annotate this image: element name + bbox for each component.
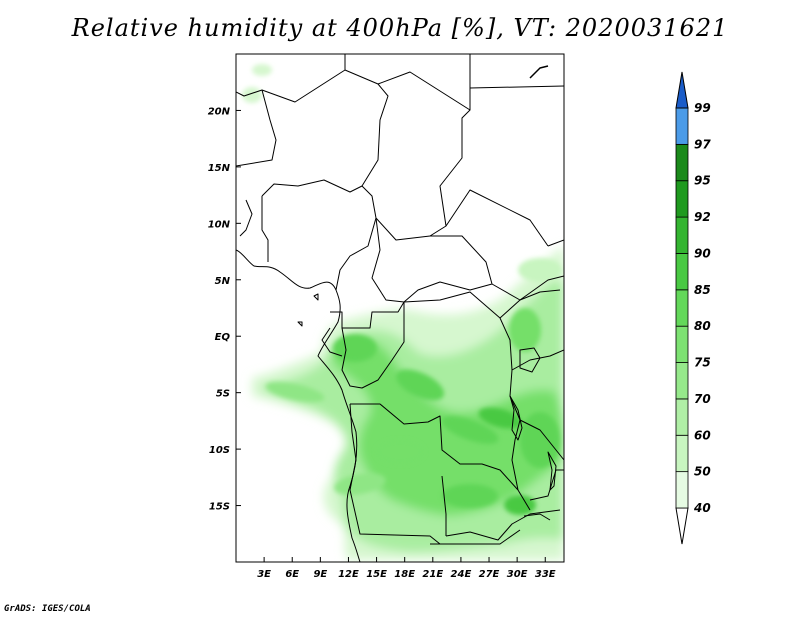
y-tick-label-3: 5N xyxy=(215,276,231,287)
latitude-axis: 20N 15N 10N 5N EQ 5S 10S 15S xyxy=(208,106,241,513)
colorbar-segment-5 xyxy=(675,289,689,327)
y-tick-label-0: 20N xyxy=(208,106,231,117)
x-tick-label-9: 30E xyxy=(507,569,528,580)
colorbar-segment-7 xyxy=(675,216,689,254)
x-tick-label-5: 18E xyxy=(394,569,415,580)
colorbar-below-arrow xyxy=(675,507,689,545)
x-tick-label-8: 27E xyxy=(479,569,500,580)
x-tick-label-4: 15E xyxy=(366,569,387,580)
x-tick-label-0: 3E xyxy=(257,569,271,580)
colorbar-segment-10 xyxy=(675,107,689,145)
colorbar-label-1: 50 xyxy=(694,465,711,479)
colorbar-label-10: 97 xyxy=(694,137,711,151)
colorbar-segment-8 xyxy=(675,180,689,218)
longitude-axis: 3E 6E 9E 12E 15E 18E 21E 24E 27E 30E 33E xyxy=(257,557,556,580)
colorbar-segment-3 xyxy=(675,362,689,400)
colorbar-segment-0 xyxy=(675,471,689,509)
x-tick-label-6: 21E xyxy=(422,569,443,580)
y-tick-label-5: 5S xyxy=(216,389,230,400)
humidity-field xyxy=(242,64,564,560)
y-tick-label-7: 15S xyxy=(209,502,230,513)
y-tick-label-6: 10S xyxy=(209,445,230,456)
colorbar-segment-9 xyxy=(675,143,689,182)
colorbar-above-arrow xyxy=(675,71,689,109)
y-tick-label-4: EQ xyxy=(215,332,231,343)
grads-credit: GrADS: IGES/COLA xyxy=(4,604,91,614)
colorbar-label-0: 40 xyxy=(693,501,711,515)
y-tick-label-1: 15N xyxy=(208,163,231,174)
colorbar-label-9: 95 xyxy=(694,174,711,188)
colorbar-label-11: 99 xyxy=(694,101,711,115)
colorbar-label-8: 92 xyxy=(694,210,711,224)
y-tick-label-2: 10N xyxy=(208,219,231,230)
x-tick-label-2: 9E xyxy=(313,569,327,580)
colorbar-segment-4 xyxy=(675,325,689,363)
x-tick-label-10: 33E xyxy=(535,569,556,580)
colorbar-label-4: 75 xyxy=(694,356,711,370)
colorbar-segment-1 xyxy=(675,434,689,473)
colorbar-segment-2 xyxy=(675,398,689,436)
colorbar: 40 50 60 70 75 80 85 90 92 95 97 99 xyxy=(675,71,711,545)
colorbar-label-2: 60 xyxy=(694,428,711,442)
colorbar-label-3: 70 xyxy=(694,392,711,406)
map-title: Relative humidity at 400hPa [%], VT: 202… xyxy=(71,14,729,42)
x-tick-label-7: 24E xyxy=(451,569,472,580)
colorbar-label-5: 80 xyxy=(694,319,711,333)
colorbar-label-6: 85 xyxy=(694,283,711,297)
x-tick-label-3: 12E xyxy=(338,569,359,580)
map-border xyxy=(235,53,565,563)
colorbar-segment-6 xyxy=(675,253,689,291)
x-tick-label-1: 6E xyxy=(285,569,299,580)
country-borders xyxy=(236,54,564,562)
colorbar-label-7: 90 xyxy=(694,246,711,260)
